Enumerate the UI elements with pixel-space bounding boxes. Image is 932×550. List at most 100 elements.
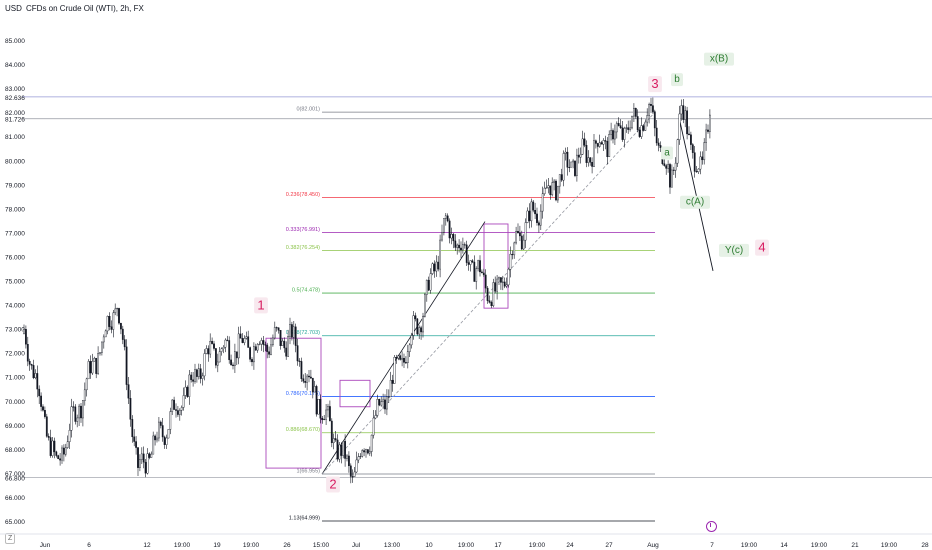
x-tick-label: Aug — [647, 542, 659, 549]
candle-body — [522, 239, 525, 250]
candle-body — [655, 127, 658, 144]
candle-body — [633, 107, 635, 117]
candle-body — [175, 409, 177, 411]
candle-body — [78, 405, 81, 419]
y-tick-label: 69.000 — [5, 423, 25, 430]
y-tick-label: 66.000 — [5, 495, 25, 502]
candle-body — [61, 447, 63, 461]
candle-body — [81, 400, 84, 419]
candle-body — [205, 348, 208, 354]
candle-body — [325, 409, 327, 420]
candle-body — [59, 458, 62, 461]
candle-body — [176, 410, 179, 415]
candle-body — [239, 333, 242, 339]
candle-body — [498, 277, 500, 280]
candle-body — [251, 359, 253, 363]
candle-body — [245, 336, 248, 339]
candle-body — [76, 417, 79, 422]
candle-body — [327, 406, 329, 411]
candle-body — [595, 140, 597, 144]
consolidation-box — [265, 337, 322, 469]
candle-body — [665, 165, 668, 169]
x-tick-label: Jun — [40, 542, 51, 549]
candle-body — [372, 417, 375, 436]
y-tick-label: 68.000 — [5, 447, 25, 454]
candle-body — [579, 154, 582, 158]
candle-body — [87, 361, 90, 380]
candle-body — [663, 163, 666, 166]
candle-body — [627, 127, 630, 130]
candle-body — [460, 247, 462, 251]
candle-body — [45, 416, 48, 437]
candle-body — [410, 335, 413, 346]
candle-body — [262, 340, 265, 345]
candle-body — [273, 327, 276, 339]
candle-body — [108, 316, 111, 327]
candle-body — [258, 343, 261, 345]
candle-body — [209, 340, 212, 355]
fib-level-label: 0.618(72.703) — [286, 330, 320, 336]
candle-body — [66, 441, 69, 448]
candle-body — [161, 425, 164, 438]
trend-line — [321, 221, 486, 475]
candle-body — [296, 345, 299, 362]
candle-body — [243, 338, 246, 343]
x-tick-label: 10 — [425, 542, 433, 549]
candle-body — [532, 201, 535, 211]
y-tick-label: 76.000 — [5, 254, 25, 261]
candle-body — [467, 262, 470, 265]
candle-body — [313, 386, 316, 393]
candle-body — [380, 401, 383, 406]
candle-body — [25, 329, 27, 345]
candle-body — [444, 215, 447, 219]
candle-body — [370, 434, 373, 452]
candle-body — [317, 398, 320, 415]
candle-body — [148, 453, 151, 458]
y-tick-label: 75.000 — [5, 279, 25, 286]
candle-body — [488, 300, 491, 303]
candle-body — [484, 274, 487, 289]
candle-body — [72, 406, 75, 408]
candle-body — [233, 351, 236, 366]
candle-body — [106, 316, 109, 332]
x-tick-label: 28 — [921, 542, 929, 549]
x-tick-label: 19:00 — [174, 542, 191, 549]
candle-body — [346, 455, 348, 459]
candle-body — [477, 260, 479, 269]
candle-body — [323, 418, 326, 421]
candle-body — [285, 347, 288, 357]
candle-body — [376, 399, 379, 416]
candle-body — [228, 340, 231, 361]
candle-body — [555, 180, 557, 201]
candle-body — [184, 386, 187, 396]
candle-body — [349, 465, 352, 477]
candle-body — [275, 327, 278, 329]
clock-icon[interactable] — [706, 521, 717, 532]
y-tick-label: 71.000 — [5, 375, 25, 382]
candle-body — [348, 455, 350, 467]
y-tick-label: 79.000 — [5, 182, 25, 189]
candle-body — [541, 193, 544, 212]
candle-body — [36, 373, 39, 390]
candle-body — [403, 357, 405, 363]
candle-body — [463, 244, 466, 246]
candle-body — [194, 369, 196, 382]
wave-label: Y(c) — [725, 245, 743, 256]
candle-body — [439, 239, 441, 270]
candle-body — [501, 281, 504, 283]
y-tick-label: 85.000 — [5, 38, 25, 45]
x-tick-label: 17 — [494, 542, 502, 549]
candle-body — [23, 329, 25, 334]
candle-body — [456, 244, 459, 248]
x-tick-label: 19:00 — [741, 542, 758, 549]
candle-body — [129, 398, 132, 420]
candle-body — [70, 406, 73, 431]
candle-body — [593, 140, 595, 167]
candle-body — [539, 210, 542, 226]
consolidation-box — [339, 379, 371, 408]
candle-body — [222, 346, 225, 349]
candle-body — [591, 162, 594, 167]
candle-body — [319, 398, 322, 419]
y-tick-label: 73.000 — [5, 327, 25, 334]
